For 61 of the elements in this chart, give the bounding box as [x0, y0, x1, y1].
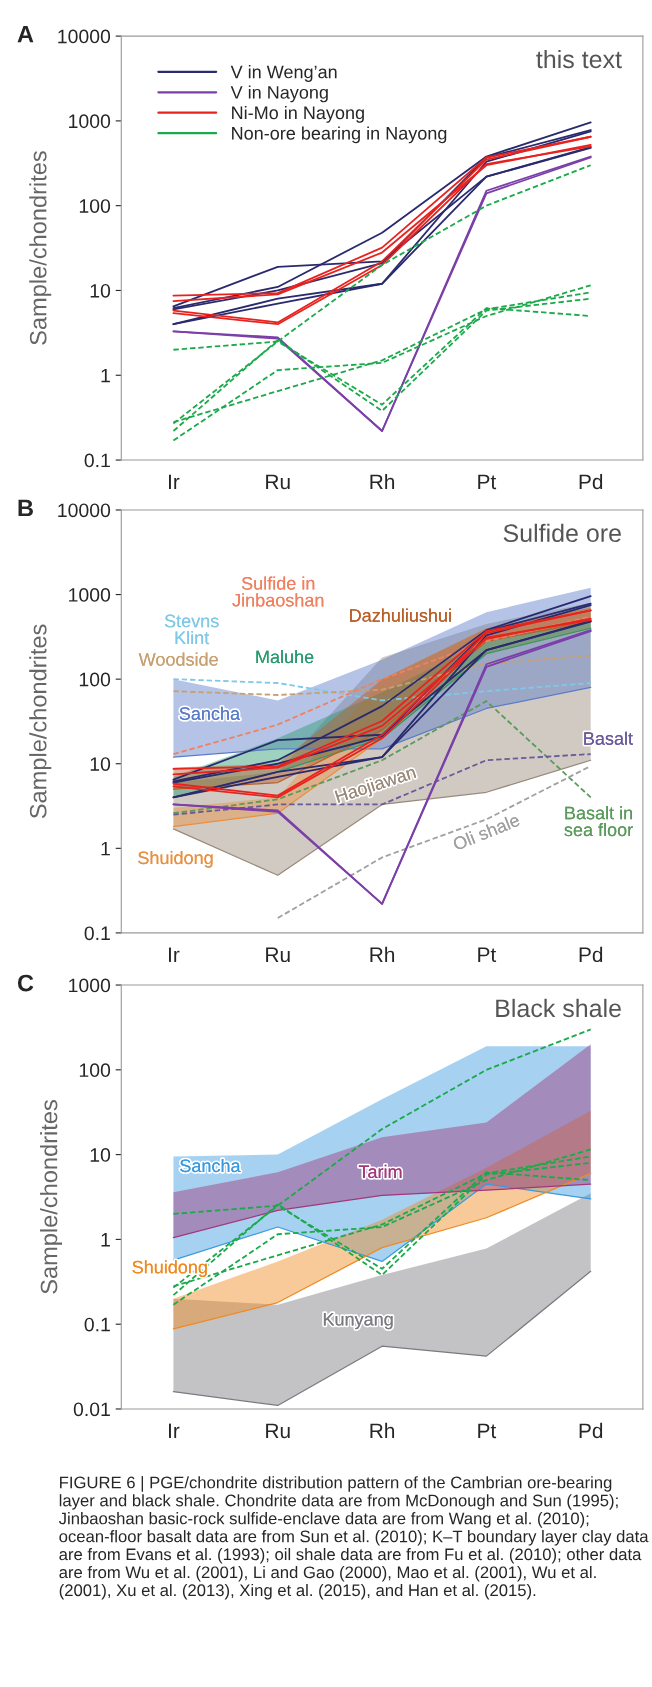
- caption: FIGURE 6 | PGE/chondrite distribution pattern of the Cambrian ore-bearing layer and black shale. Chondrite data are from McDonough and Sun (1995); Jinbaoshan basic-rock sulfide-enclave data are from Wang et al. (2010); ocean-floor basalt data are from Sun et al. (2010); K–T boundary layer clay data are from Evans et al. (1993); oil shale data are from Fu et al. (2010); other data are from Wu et al. (2001), Li and Gao (2000), Mao et al. (2001), Wu et al. (2001), Xu et al. (2013), Xing et al. (2015), and Han et al. (2015).: [58, 1476, 649, 1600]
- y-tick-label: 1: [101, 368, 110, 383]
- x-tick-label: Pd: [579, 946, 603, 963]
- y-axis-title: Sample/chondrites: [29, 151, 52, 345]
- y-tick-label: 1: [101, 1233, 110, 1247]
- chart-title: C: [17, 974, 34, 992]
- chart-subtitle: this text: [536, 49, 622, 69]
- x-tick-label: Ir: [168, 474, 180, 490]
- y-tick-label: 0.1: [84, 926, 110, 941]
- chart-subtitle: Sulfide ore: [503, 523, 621, 543]
- y-tick-label: 1000: [69, 978, 111, 993]
- y-tick-label: 10: [90, 757, 111, 771]
- x-tick-label: Ru: [266, 474, 290, 490]
- text: Maluhe: [256, 650, 314, 664]
- text: Shuidong: [132, 1260, 207, 1278]
- y-tick-label: 1: [101, 841, 110, 856]
- x-tick-label: Ru: [266, 1423, 290, 1439]
- y-tick-label: 10: [90, 1148, 111, 1162]
- legend-label: V in Nayong: [230, 85, 328, 103]
- y-tick-label: 0.1: [84, 453, 110, 468]
- x-tick-label: Pt: [478, 474, 497, 490]
- x-tick-label: Rh: [370, 946, 395, 962]
- series-label: Stevns Klint: [164, 614, 219, 645]
- text: Oli shale: [451, 812, 521, 851]
- x-tick-label: Pt: [478, 947, 497, 963]
- legend-label: V in Weng’an: [230, 65, 337, 82]
- x-tick-label: Ru: [266, 947, 290, 963]
- y-tick-label: 100: [79, 1063, 111, 1078]
- series-label: Shuidong: [138, 850, 213, 868]
- text: Dazhuliushui: [350, 608, 451, 622]
- legend-label: Ni-Mo in Nayong: [232, 105, 364, 123]
- y-tick-label: 10000: [58, 29, 111, 44]
- x-tick-label: Rh: [370, 1422, 395, 1438]
- chart-title: A: [17, 25, 34, 43]
- series-label: Woodside: [138, 652, 218, 666]
- series-label: Sancha: [179, 706, 241, 720]
- x-tick-label: Ir: [168, 947, 180, 962]
- series-label: Basalt: [584, 731, 633, 745]
- x-tick-label: Pd: [579, 1422, 603, 1439]
- x-tick-label: Ir: [168, 1423, 180, 1438]
- series-label: Kunyang: [323, 1313, 393, 1330]
- legend-label: Non-ore bearing in Nayong: [232, 126, 447, 144]
- chart-subtitle: Black shale: [496, 998, 621, 1018]
- x-tick-label: Rh: [370, 473, 395, 490]
- y-tick-label: 1000: [69, 114, 111, 129]
- x-tick-label: Pd: [579, 473, 603, 490]
- chart-title: B: [18, 499, 33, 517]
- y-tick-label: 0.1: [84, 1317, 110, 1332]
- text: Sancha: [180, 1158, 241, 1173]
- series-label: Tarim: [358, 1164, 402, 1179]
- y-axis-title: Sample/chondrites: [40, 1100, 63, 1294]
- y-axis-title: Sample/chondrites: [29, 624, 52, 819]
- x-tick-label: Pt: [478, 1423, 497, 1439]
- series-label: Basalt in sea floor: [564, 806, 633, 837]
- y-tick-label: 100: [79, 672, 111, 687]
- y-tick-label: 0.01: [73, 1402, 110, 1417]
- text: Sulfide in Jinbaoshan: [232, 576, 324, 607]
- y-tick-label: 1000: [69, 588, 111, 602]
- y-tick-label: 100: [79, 199, 111, 213]
- y-tick-label: 10: [90, 283, 111, 298]
- y-tick-label: 10000: [58, 503, 111, 518]
